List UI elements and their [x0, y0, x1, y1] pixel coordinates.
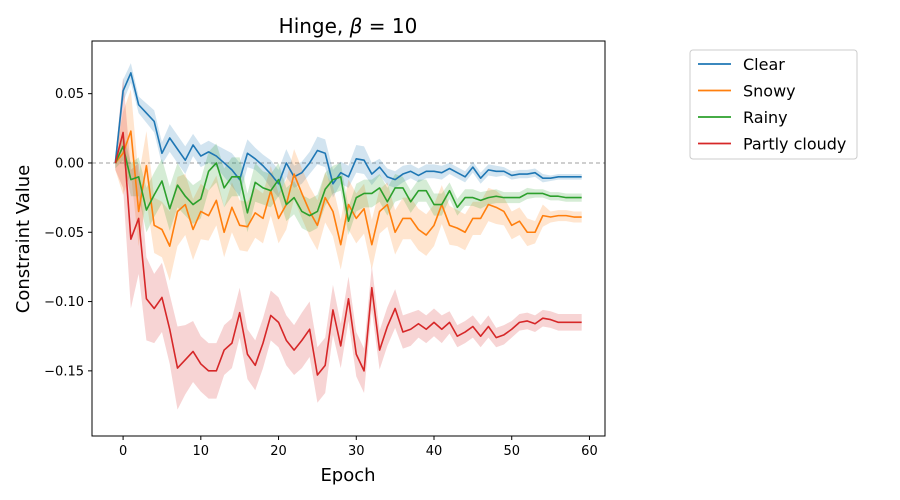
x-tick-label: 40 [426, 444, 443, 459]
x-tick-label: 0 [119, 444, 127, 459]
chart-title: Hinge, β = 10 [279, 14, 418, 38]
y-axis: 0.05 0.00 −0.05 −0.10 −0.15 [44, 87, 92, 379]
x-axis-title: Epoch [320, 465, 375, 486]
legend-label-partly-cloudy: Partly cloudy [743, 135, 846, 154]
legend-label-rainy: Rainy [743, 108, 788, 127]
y-tick-label: −0.05 [44, 226, 84, 241]
legend-label-snowy: Snowy [743, 82, 796, 101]
plot-area [92, 63, 605, 410]
y-tick-label: 0.00 [55, 156, 84, 171]
y-axis-title: Constraint Value [13, 165, 34, 313]
series-line-snowy [114, 130, 582, 247]
x-axis: 0 10 20 30 40 50 60 [119, 436, 598, 459]
x-tick-label: 60 [581, 444, 598, 459]
axes-frame [91, 40, 606, 437]
x-tick-label: 20 [270, 444, 287, 459]
y-tick-label: −0.10 [44, 295, 84, 310]
legend-label-clear: Clear [743, 55, 785, 74]
x-tick-label: 10 [193, 444, 210, 459]
band-clear [115, 63, 582, 198]
x-tick-label: 30 [348, 444, 365, 459]
series-line-partly-cloudy [114, 131, 582, 376]
legend-box [689, 49, 858, 160]
band-partly-cloudy [115, 77, 582, 410]
legend: Clear Snowy Rainy Partly cloudy [689, 49, 858, 160]
series-line-rainy [114, 145, 582, 222]
y-tick-label: 0.05 [55, 87, 84, 102]
series-line-clear [114, 72, 582, 185]
band-rainy [115, 132, 582, 236]
x-tick-label: 50 [503, 444, 520, 459]
y-tick-label: −0.15 [44, 364, 84, 379]
